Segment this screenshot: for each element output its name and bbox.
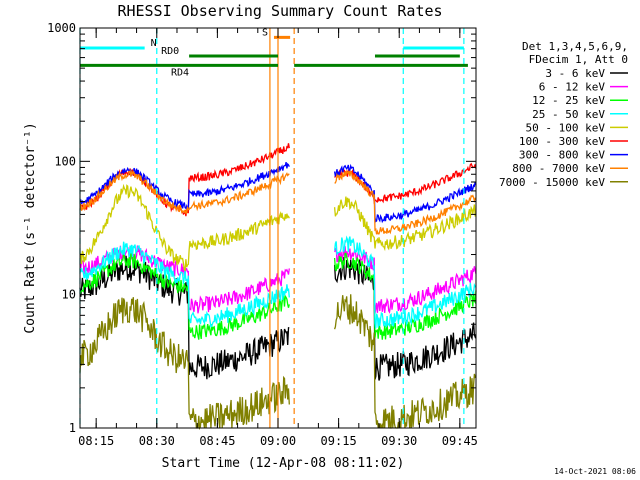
- series-line: [79, 235, 477, 329]
- series-line: [79, 169, 477, 235]
- x-tick-label: 08:30: [139, 434, 175, 448]
- legend-entry-label: 100 - 300 keV: [519, 135, 605, 148]
- axes: 1 10 100 1000 08:15 08:30 08:45 09:00 09:15 09:30…: [47, 21, 478, 448]
- legend-entry-label: 6 - 12 keV: [539, 81, 606, 94]
- legend-entry-label: 25 - 50 keV: [532, 108, 605, 121]
- legend-entry-label: 300 - 800 keV: [519, 149, 605, 162]
- footer-date: 14-Oct-2021 08:06: [554, 467, 636, 476]
- x-tick-label: 09:30: [381, 434, 417, 448]
- flag-label: S: [262, 27, 268, 38]
- x-tick-label: 09:45: [442, 434, 478, 448]
- legend-entry-label: 3 - 6 keV: [545, 67, 605, 80]
- legend-entry-label: 50 - 100 keV: [526, 121, 606, 134]
- x-tick-label: 08:15: [78, 434, 114, 448]
- series-line: [79, 252, 477, 340]
- series-line: [79, 183, 477, 272]
- legend: Det 1,3,4,5,6,9, FDecim 1, Att 0 3 - 6 k…: [499, 40, 628, 189]
- series-line: [80, 161, 477, 224]
- series-line: [79, 255, 477, 381]
- legend-entry-label: 7000 - 15000 keV: [499, 176, 605, 189]
- legend-entry-label: 800 - 7000 keV: [512, 162, 605, 175]
- legend-title-line-1: Det 1,3,4,5,6,9,: [522, 40, 628, 53]
- flag-label: RD0: [161, 46, 179, 57]
- legend-title-line-2: FDecim 1, Att 0: [529, 53, 628, 66]
- chart-title: RHESSI Observing Summary Count Rates: [117, 2, 442, 20]
- plot-area: N RD0 RD4 S: [79, 27, 477, 431]
- x-tick-label: 08:45: [199, 434, 235, 448]
- y-tick-label: 1000: [47, 21, 76, 35]
- x-tick-label: 09:00: [260, 434, 296, 448]
- flag-label: RD4: [171, 67, 189, 78]
- y-axis-label: Count Rate (s⁻¹ detector⁻¹): [23, 122, 38, 333]
- y-tick-label: 1: [69, 421, 76, 435]
- y-tick-label: 100: [54, 154, 76, 168]
- legend-entry-label: 12 - 25 keV: [532, 94, 605, 107]
- flag-label: N: [151, 38, 157, 49]
- x-tick-label: 09:15: [321, 434, 357, 448]
- y-tick-label: 10: [62, 288, 76, 302]
- series-line: [79, 294, 477, 431]
- x-axis-label: Start Time (12-Apr-08 08:11:02): [162, 456, 405, 471]
